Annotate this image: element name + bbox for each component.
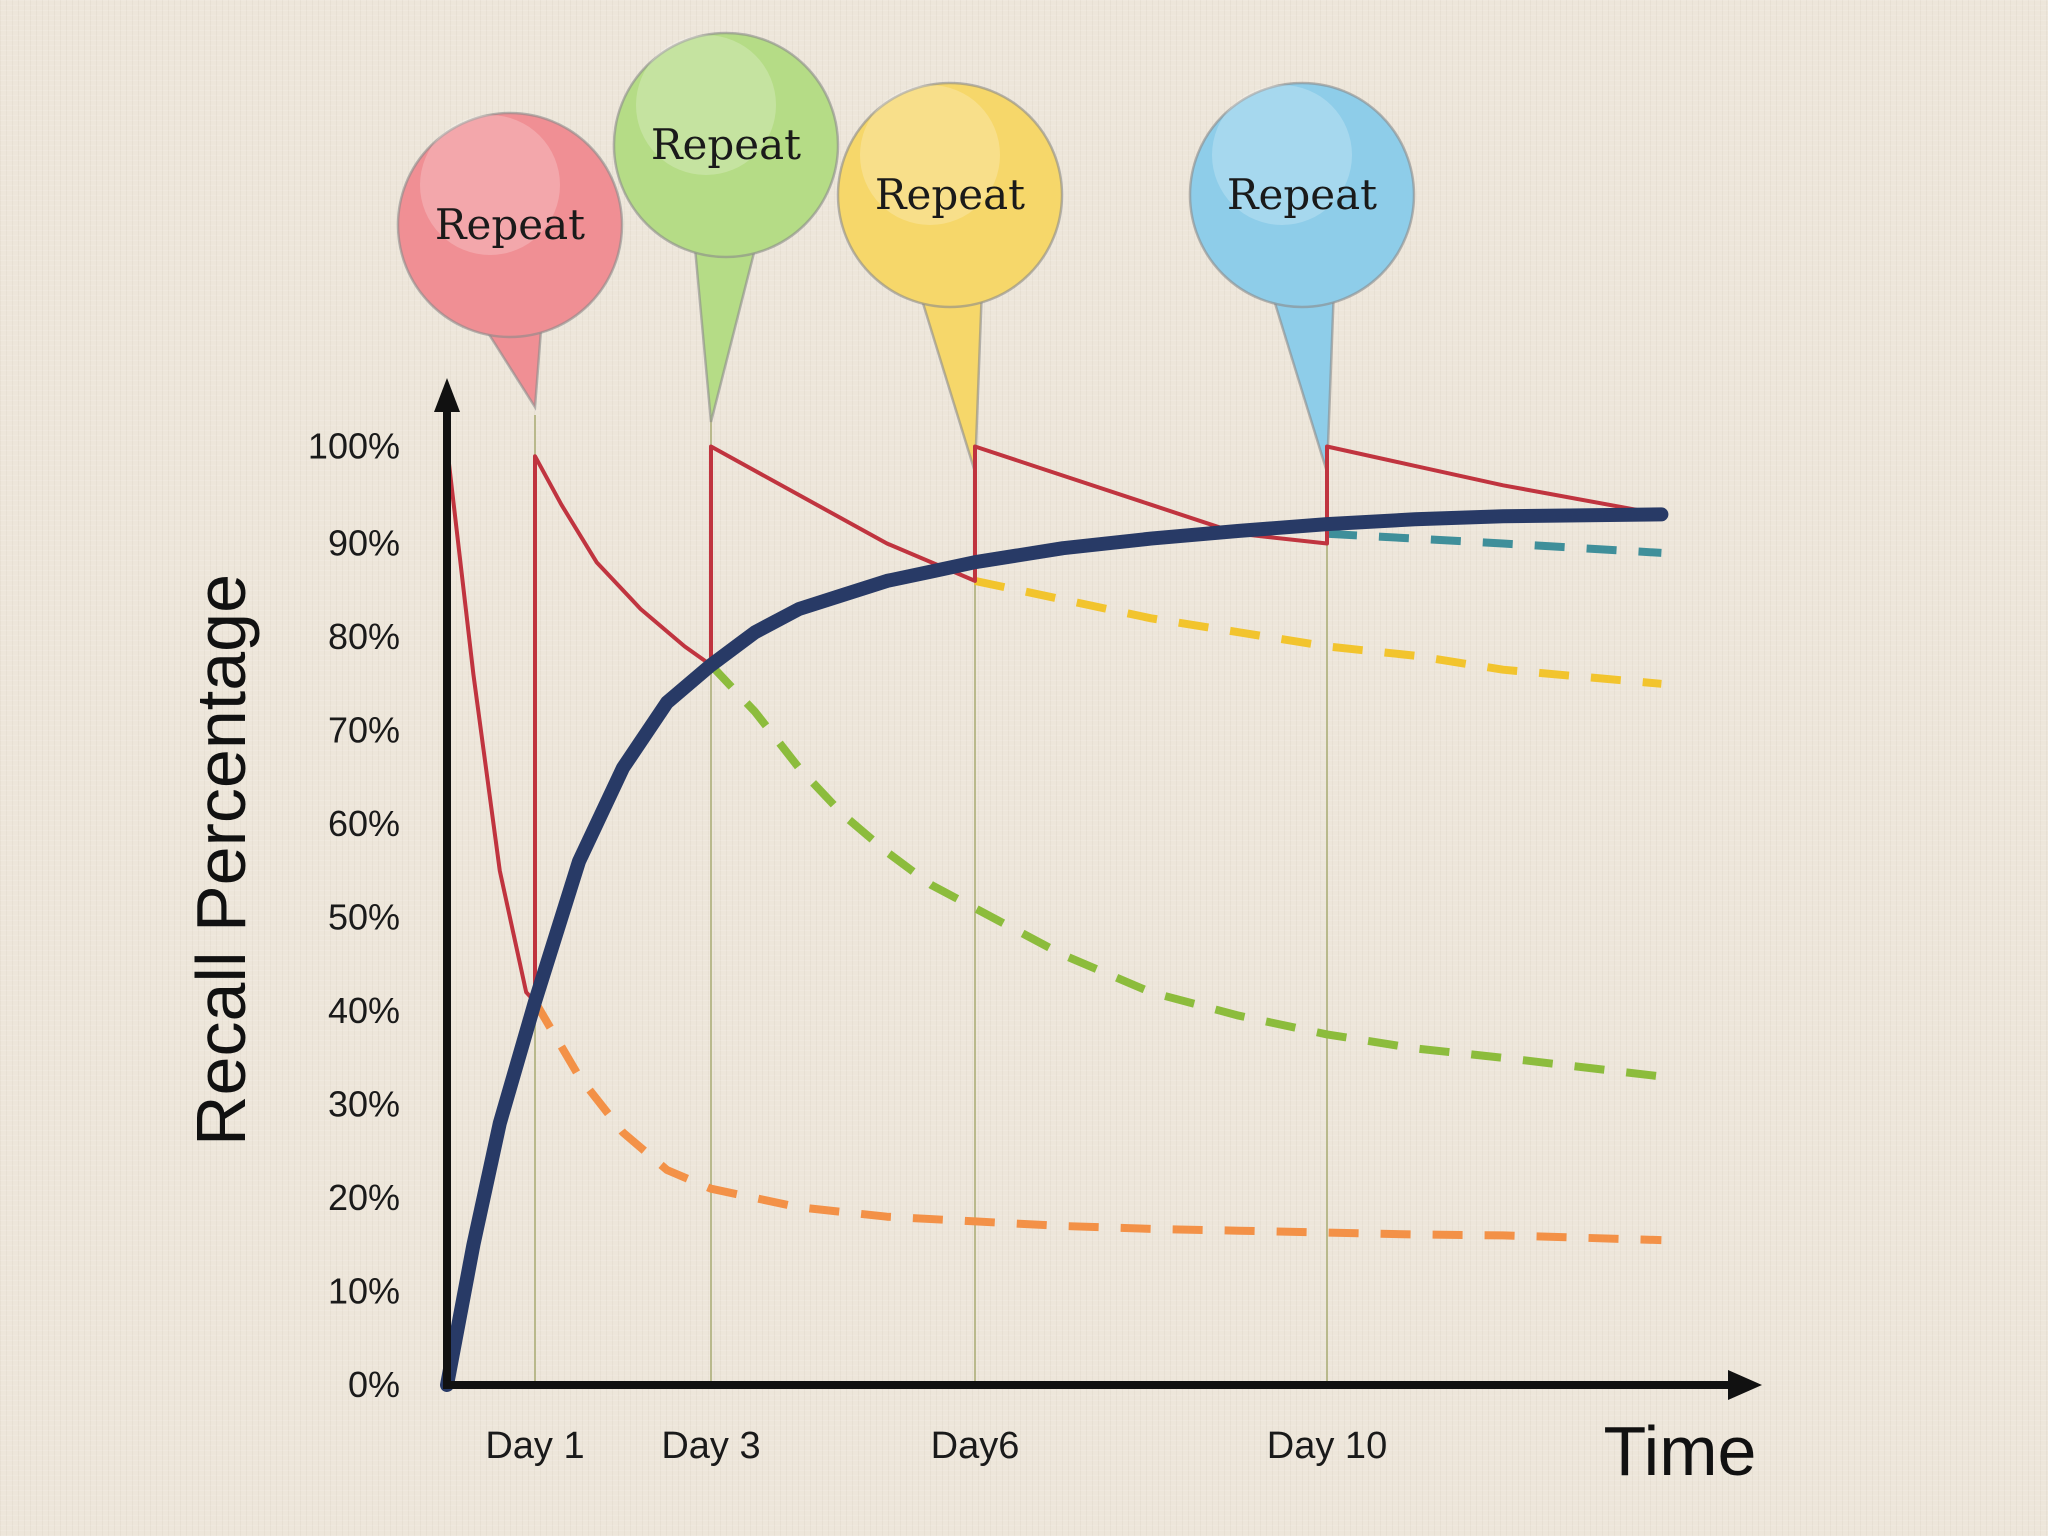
y-tick-label: 0%	[348, 1364, 400, 1405]
y-tick-label: 30%	[328, 1084, 400, 1125]
y-tick-label: 100%	[308, 426, 400, 467]
repeat-bubble: Repeat	[396, 111, 624, 411]
bubble-circle	[612, 31, 840, 259]
x-tick-labels: Day 1 Day 3 Day6 Day 10	[485, 1425, 1387, 1467]
x-axis-label: Time	[1604, 1412, 1757, 1490]
axes	[434, 378, 1762, 1400]
bubble-tail	[692, 235, 760, 423]
series-learning-curve	[440, 507, 1669, 1392]
repeat-callouts: Repeat Repeat Repeat Repeat	[396, 31, 1416, 473]
bubble-label: Repeat	[435, 200, 585, 249]
bubble-highlight	[1212, 85, 1352, 225]
bubble-label: Repeat	[651, 120, 801, 169]
x-axis-arrowhead	[1728, 1370, 1762, 1400]
bubble-label: Repeat	[875, 170, 1025, 219]
series-forgetting-after-day-1	[531, 999, 1662, 1245]
repeat-bubble: Repeat	[836, 81, 1064, 473]
y-axis-label: Recall Percentage	[182, 574, 260, 1146]
series-forgetting-after-day-6	[974, 576, 1662, 688]
bubble-highlight	[420, 115, 560, 255]
y-tick-label: 40%	[328, 990, 400, 1031]
y-tick-label: 90%	[328, 523, 400, 564]
bubble-highlight	[860, 85, 1000, 225]
bubble-circle	[396, 111, 624, 339]
bubble-circle	[1188, 81, 1416, 309]
y-tick-label: 10%	[328, 1271, 400, 1312]
repeat-bubble: Repeat	[1188, 81, 1416, 473]
y-tick-label: 80%	[328, 616, 400, 657]
y-tick-label: 20%	[328, 1177, 400, 1218]
y-axis-arrowhead	[434, 378, 460, 412]
series-forgetting-after-day-3	[708, 662, 1662, 1081]
bubble-highlight	[636, 35, 776, 175]
y-tick-label: 60%	[328, 803, 400, 844]
y-tick-labels: 0% 10% 20% 30% 40% 50% 60% 70% 80% 90% 100%	[308, 426, 400, 1406]
x-tick-label: Day6	[931, 1425, 1020, 1467]
x-tick-label: Day 3	[661, 1425, 760, 1467]
series-recall-sawtooth	[445, 444, 1664, 1004]
bubble-tail	[916, 285, 984, 473]
y-tick-label: 70%	[328, 710, 400, 751]
series-lines	[440, 444, 1669, 1392]
x-tick-label: Day 1	[485, 1425, 584, 1467]
series-forgetting-after-day-10	[1326, 529, 1662, 557]
y-tick-label: 50%	[328, 897, 400, 938]
bubble-circle	[836, 81, 1064, 309]
x-tick-label: Day 10	[1267, 1425, 1387, 1467]
bubble-tail	[1268, 285, 1336, 473]
repeat-bubble: Repeat	[612, 31, 840, 423]
bubble-label: Repeat	[1227, 170, 1377, 219]
